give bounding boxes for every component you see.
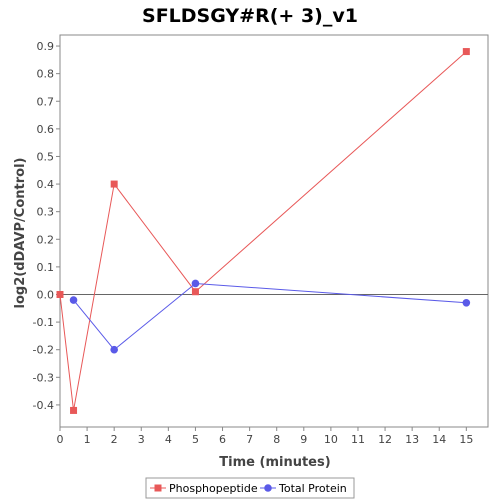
x-tick-label: 9 [300, 433, 307, 446]
data-point [69, 296, 78, 304]
x-tick-label: 2 [111, 433, 118, 446]
legend-box [145, 477, 355, 499]
x-tick-label: 7 [246, 433, 253, 446]
series-line [73, 282, 467, 351]
legend: Phosphopeptide Total Protein [145, 477, 355, 499]
y-tick-label: 0.4 [37, 178, 55, 191]
legend-label: Total Protein [278, 482, 347, 495]
x-tick-label: 15 [459, 433, 473, 446]
legend-item: Phosphopeptide [150, 482, 258, 495]
data-point [191, 288, 199, 296]
y-tick-label: 0.7 [37, 95, 55, 108]
data-point [70, 406, 78, 414]
y-tick-label: 0.0 [37, 288, 55, 301]
y-tick-label: 0.5 [37, 150, 55, 163]
plot-frame [59, 34, 489, 428]
y-tick-label: 0.9 [37, 40, 55, 53]
y-tick-label: 0.6 [37, 123, 55, 136]
x-tick-label: 1 [84, 433, 91, 446]
series-layer [56, 48, 471, 414]
legend-marker [264, 484, 272, 492]
x-tick-label: 14 [432, 433, 446, 446]
y-tick-label: 0.8 [37, 68, 55, 81]
x-tick-label: 4 [165, 433, 172, 446]
chart-title: SFLDSGY#R(+ 3)_v1 [142, 5, 358, 27]
x-tick-label: 12 [378, 433, 392, 446]
x-tick-label: 10 [324, 433, 338, 446]
x-axis-ticks: 0 1 2 3 4 5 6 7 8 9 10 11 12 13 14 15 [57, 427, 473, 446]
data-point [462, 48, 470, 56]
x-tick-label: 8 [273, 433, 280, 446]
x-tick-label: 13 [405, 433, 419, 446]
legend-label: Phosphopeptide [169, 482, 258, 495]
x-tick-label: 0 [57, 433, 64, 446]
x-tick-label: 6 [219, 433, 226, 446]
x-tick-label: 5 [192, 433, 199, 446]
x-tick-label: 3 [138, 433, 145, 446]
data-point [110, 180, 118, 188]
y-tick-label: -0.1 [33, 316, 54, 329]
plot-area [59, 34, 489, 428]
legend-item: Total Protein [260, 482, 347, 495]
data-point [110, 345, 118, 354]
y-axis-ticks: -0.4 -0.3 -0.2 -0.1 0.0 0.1 0.2 0.3 0.4 0.5 0.6 0.7… [33, 40, 60, 412]
y-tick-label: -0.2 [33, 344, 54, 357]
y-tick-label: -0.3 [33, 371, 54, 384]
series-total-protein [69, 279, 471, 354]
y-tick-label: -0.4 [33, 399, 54, 412]
data-point [462, 298, 471, 307]
y-tick-label: 0.1 [37, 261, 55, 274]
x-axis-label: Time (minutes) [219, 455, 330, 470]
y-tick-label: 0.2 [37, 233, 55, 246]
y-tick-label: 0.3 [37, 206, 55, 219]
x-tick-label: 11 [351, 433, 365, 446]
data-point [56, 290, 64, 298]
legend-marker [154, 484, 162, 492]
series-phosphopeptide [56, 48, 470, 414]
y-axis-label: log2(dDAVP/Control) [13, 158, 28, 309]
data-point [191, 279, 200, 288]
